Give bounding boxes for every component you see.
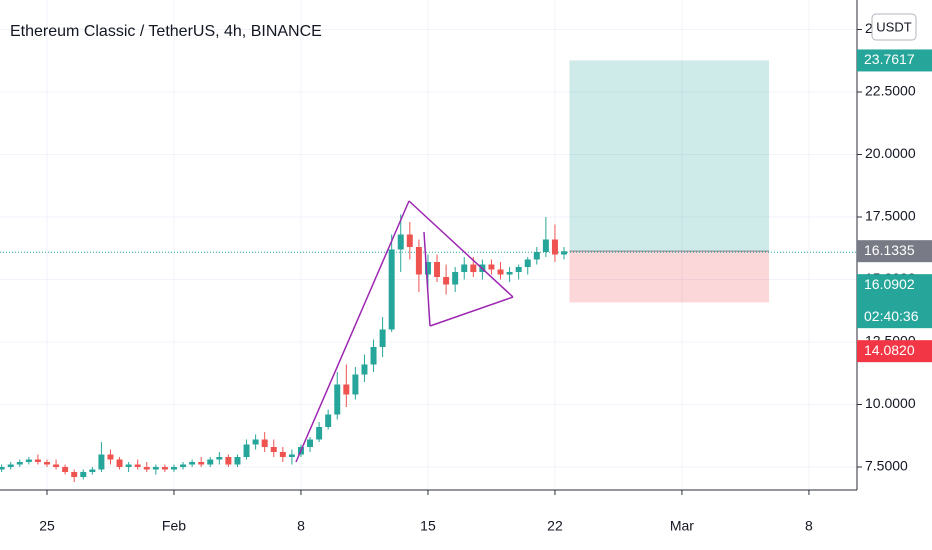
price-label-bg — [857, 274, 932, 329]
chart-title: Ethereum Classic / TetherUS, 4h, BINANCE — [10, 23, 322, 40]
currency-button[interactable] — [871, 13, 917, 41]
candle-body — [62, 467, 69, 472]
candle-body — [551, 239, 558, 255]
triangle-edge — [423, 231, 431, 327]
candle-body — [107, 454, 114, 460]
candle-body — [415, 247, 422, 275]
triangle-edge — [408, 200, 514, 298]
candle-body — [170, 467, 177, 470]
candle-body — [406, 234, 413, 247]
x-tick-label: 25 — [39, 518, 55, 534]
price-label-bg — [857, 240, 932, 263]
candle-body — [261, 439, 268, 447]
candle-body — [180, 464, 187, 467]
candle-body — [542, 239, 549, 252]
candle-body — [497, 269, 504, 275]
y-tick-label: 7.5000 — [865, 458, 908, 474]
candle-body — [524, 259, 531, 267]
candle-body — [7, 464, 14, 467]
candle-body — [515, 267, 522, 272]
y-tick-label: 10.0000 — [865, 395, 916, 411]
price-label-bg — [857, 340, 932, 363]
candle-body — [143, 467, 150, 470]
price-label: 16.1335 — [864, 242, 915, 258]
candle-body — [198, 462, 205, 465]
candle-body — [361, 364, 368, 375]
candle-body — [225, 457, 232, 465]
candle-body — [533, 252, 540, 260]
candle-body — [561, 251, 568, 255]
y-tick-label: 20.0000 — [865, 145, 916, 161]
candle-body — [452, 272, 459, 285]
candle-body — [334, 384, 341, 415]
candle-body — [443, 277, 450, 285]
candle-body — [470, 264, 477, 272]
candle-body — [89, 469, 96, 472]
x-tick-label: 8 — [297, 518, 305, 534]
x-tick-label: 8 — [805, 518, 813, 534]
price-label-bg — [857, 49, 932, 72]
candle-body — [397, 234, 404, 250]
candle-body — [288, 454, 295, 457]
price-label: 14.0820 — [864, 342, 915, 358]
candle-body — [488, 264, 495, 270]
candle-body — [234, 457, 241, 465]
candle-body — [161, 467, 168, 470]
candle-body — [370, 347, 377, 365]
y-tick-label: 17.5000 — [865, 208, 916, 224]
y-tick-label: 22.5000 — [865, 83, 916, 99]
x-tick-label: Feb — [162, 518, 186, 534]
candle-body — [388, 249, 395, 330]
candle-body — [25, 459, 32, 462]
candle-body — [34, 459, 41, 462]
candle-body — [207, 459, 214, 465]
candle-body — [125, 464, 132, 467]
candle-body — [424, 262, 431, 275]
x-tick-label: 15 — [420, 518, 436, 534]
candle-body — [461, 264, 468, 272]
candle-body — [116, 459, 123, 467]
currency-label[interactable]: USDT — [876, 19, 911, 34]
trend-line — [295, 200, 410, 463]
stop-zone — [569, 251, 770, 303]
candle-body — [152, 467, 159, 470]
candle-body — [43, 462, 50, 465]
candle-body — [434, 262, 441, 277]
candle-body — [379, 329, 386, 347]
candle-body — [270, 447, 277, 452]
candle-body — [243, 444, 250, 457]
candle-body — [252, 439, 259, 445]
candle-body — [16, 462, 23, 465]
triangle-edge — [429, 296, 514, 327]
candle-body — [216, 457, 223, 460]
drawings — [295, 200, 514, 463]
target-zone — [569, 60, 770, 252]
candle-body — [80, 472, 87, 477]
candle-body — [53, 464, 60, 467]
candle-body — [98, 454, 105, 470]
price-label: 16.0902 — [864, 276, 915, 292]
candle-body — [343, 384, 350, 395]
x-tick-label: 22 — [547, 518, 563, 534]
countdown: 02:40:36 — [864, 308, 919, 324]
candle-body — [352, 374, 359, 395]
candle-body — [134, 464, 141, 467]
x-tick-label: Mar — [670, 518, 694, 534]
candle-body — [325, 414, 332, 427]
candle-body — [0, 467, 5, 470]
candle-body — [71, 472, 78, 477]
candle-body — [279, 452, 286, 457]
candle-body — [316, 427, 323, 440]
candle-body — [506, 272, 513, 275]
price-label: 23.7617 — [864, 51, 915, 67]
candle-body — [307, 439, 314, 447]
candle-body — [189, 462, 196, 465]
